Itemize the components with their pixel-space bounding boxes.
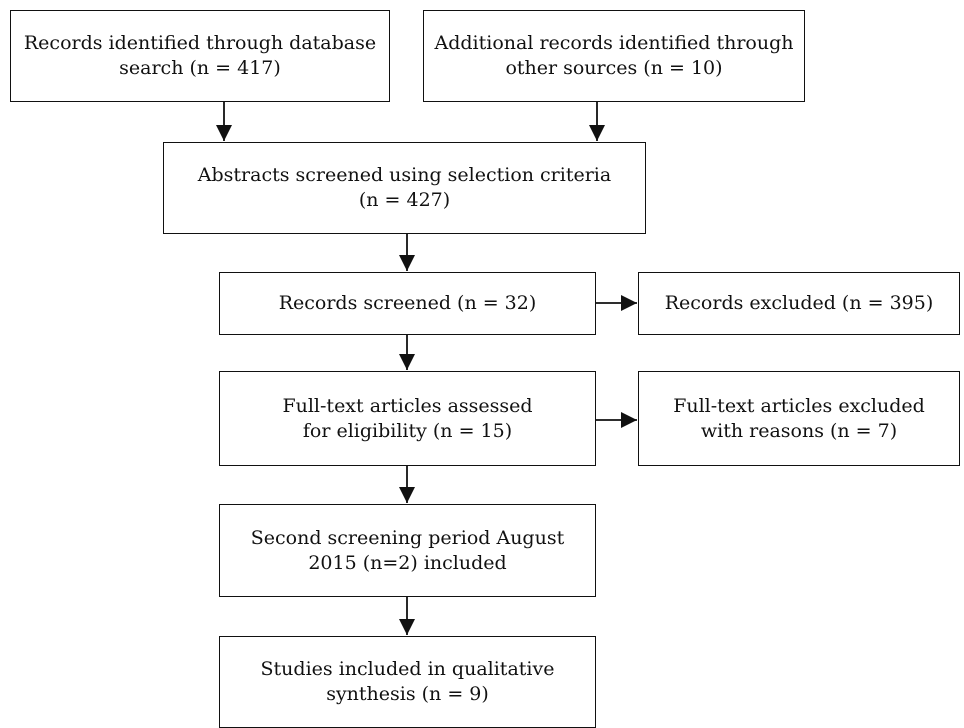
box-additional-records-other-sources: Additional records identified through ot… xyxy=(423,10,805,102)
box-second-screening-text: Second screening period August 2015 (n=2… xyxy=(250,526,565,574)
box-records-identified-database-text: Records identified through database sear… xyxy=(23,32,377,79)
box-records-excluded: Records excluded (n = 395) xyxy=(638,272,960,335)
box-records-screened-text: Records screened (n = 32) xyxy=(278,292,537,314)
box-second-screening: Second screening period August 2015 (n=2… xyxy=(219,504,596,597)
box-abstracts-screened: Abstracts screened using selection crite… xyxy=(163,142,646,234)
box-full-text-excluded: Full-text articles excluded with reasons… xyxy=(638,371,960,466)
box-studies-included: Studies included in qualitative synthesi… xyxy=(219,636,596,728)
box-full-text-excluded-text: Full-text articles excluded with reasons… xyxy=(673,394,925,442)
box-records-excluded-text: Records excluded (n = 395) xyxy=(664,292,934,314)
box-records-screened: Records screened (n = 32) xyxy=(219,272,596,335)
box-full-text-assessed: Full-text articles assessed for eligibil… xyxy=(219,371,596,466)
box-abstracts-screened-text: Abstracts screened using selection crite… xyxy=(197,164,612,211)
box-additional-records-other-sources-text: Additional records identified through ot… xyxy=(434,32,794,79)
box-records-identified-database: Records identified through database sear… xyxy=(10,10,390,102)
box-full-text-assessed-text: Full-text articles assessed for eligibil… xyxy=(282,394,533,442)
box-studies-included-text: Studies included in qualitative synthesi… xyxy=(260,658,555,705)
